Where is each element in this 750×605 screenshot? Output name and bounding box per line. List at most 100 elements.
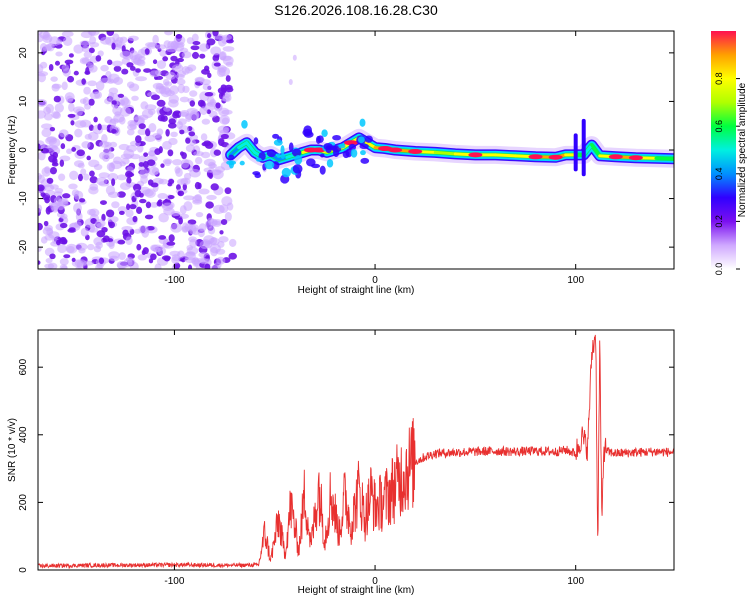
noise-blob [215, 102, 220, 108]
noise-blob [175, 168, 183, 177]
noise-blob [129, 204, 136, 209]
spectrogram-y-tick-label: -20 [18, 239, 29, 254]
noise-blob [45, 190, 56, 195]
noise-blob [196, 212, 203, 217]
noise-blob [139, 169, 148, 179]
noise-blob [100, 200, 107, 205]
noise-blob [172, 64, 184, 71]
noise-blob [118, 252, 126, 260]
noise-blob [155, 263, 162, 271]
noise-blob [152, 133, 161, 138]
noise-blob [172, 159, 182, 165]
noise-blob [177, 58, 184, 62]
noise-blob [151, 183, 159, 188]
noise-blob [46, 207, 51, 215]
noise-blob [147, 43, 158, 49]
noise-blob [72, 189, 79, 196]
noise-blob [134, 54, 142, 61]
noise-blob [69, 227, 76, 231]
noise-blob [201, 69, 210, 75]
noise-blob [199, 54, 205, 59]
noise-blob [216, 257, 225, 265]
colorbar-tick-label: 0.2 [714, 215, 724, 228]
noise-blob [78, 174, 83, 181]
ridge-scatter [276, 153, 281, 158]
noise-blob [49, 36, 60, 46]
ridge-hotspot [549, 155, 563, 160]
noise-blob [100, 65, 109, 72]
noise-blob [145, 188, 156, 198]
ridge-scatter [281, 153, 285, 159]
noise-blob [49, 253, 55, 259]
noise-blob [158, 235, 166, 240]
noise-blob [49, 138, 60, 148]
ridge-scatter [282, 168, 291, 178]
noise-blob [186, 251, 196, 257]
snr-y-tick-label: 0 [18, 567, 29, 573]
noise-blob [110, 118, 119, 124]
noise-blob [135, 76, 147, 81]
noise-blob [43, 31, 51, 40]
ridge-segment [495, 155, 515, 156]
noise-blob [168, 138, 177, 145]
ridge-scatter [359, 144, 368, 149]
noise-blob [41, 148, 49, 153]
noise-blob [157, 100, 166, 107]
noise-blob [201, 133, 208, 141]
noise-blob [135, 68, 141, 73]
ridge-scatter [293, 164, 303, 174]
noise-blob [111, 201, 119, 208]
noise-blob [168, 99, 179, 107]
noise-blob [70, 120, 74, 125]
noise-blob [100, 78, 112, 84]
noise-blob [73, 203, 82, 213]
noise-blob [106, 209, 114, 217]
noise-blob [157, 60, 166, 69]
noise-blob [205, 142, 214, 149]
noise-blob [36, 173, 42, 180]
noise-blob [56, 240, 61, 246]
ridge-scatter [325, 145, 331, 153]
noise-blob [81, 141, 90, 148]
noise-blob [63, 36, 72, 45]
ridge-hotspot [388, 148, 402, 153]
noise-blob [142, 250, 146, 255]
noise-blob [111, 129, 117, 133]
noise-blob [185, 67, 193, 74]
noise-blob [189, 169, 201, 178]
ridge-scatter [306, 158, 316, 166]
snr-y-tick-label: 200 [18, 494, 29, 511]
noise-blob [69, 171, 78, 180]
noise-blob [44, 221, 49, 226]
noise-blob [54, 191, 62, 197]
noise-blob [55, 52, 62, 57]
ridge-scatter [292, 149, 301, 157]
noise-blob [148, 167, 159, 176]
noise-blob [219, 230, 223, 234]
noise-blob [213, 205, 225, 214]
noise-blob [117, 174, 127, 180]
noise-blob [183, 201, 192, 211]
noise-blob [108, 241, 114, 249]
noise-blob [79, 198, 85, 202]
noise-blob [129, 83, 139, 91]
noise-blob [76, 149, 85, 156]
noise-blob [199, 106, 207, 115]
noise-blob [86, 156, 91, 161]
noise-blob [170, 223, 182, 233]
noise-blob [108, 192, 120, 198]
noise-blob [68, 184, 78, 190]
noise-blob [133, 115, 140, 120]
noise-blob [109, 256, 119, 262]
snr-y-tick-label: 400 [18, 426, 29, 443]
noise-blob [112, 61, 123, 67]
ridge-scatter [254, 173, 261, 178]
noise-blob [169, 234, 175, 242]
noise-blob [140, 101, 148, 109]
noise-blob [62, 193, 70, 198]
noise-blob [222, 34, 232, 40]
noise-blob [191, 112, 198, 120]
